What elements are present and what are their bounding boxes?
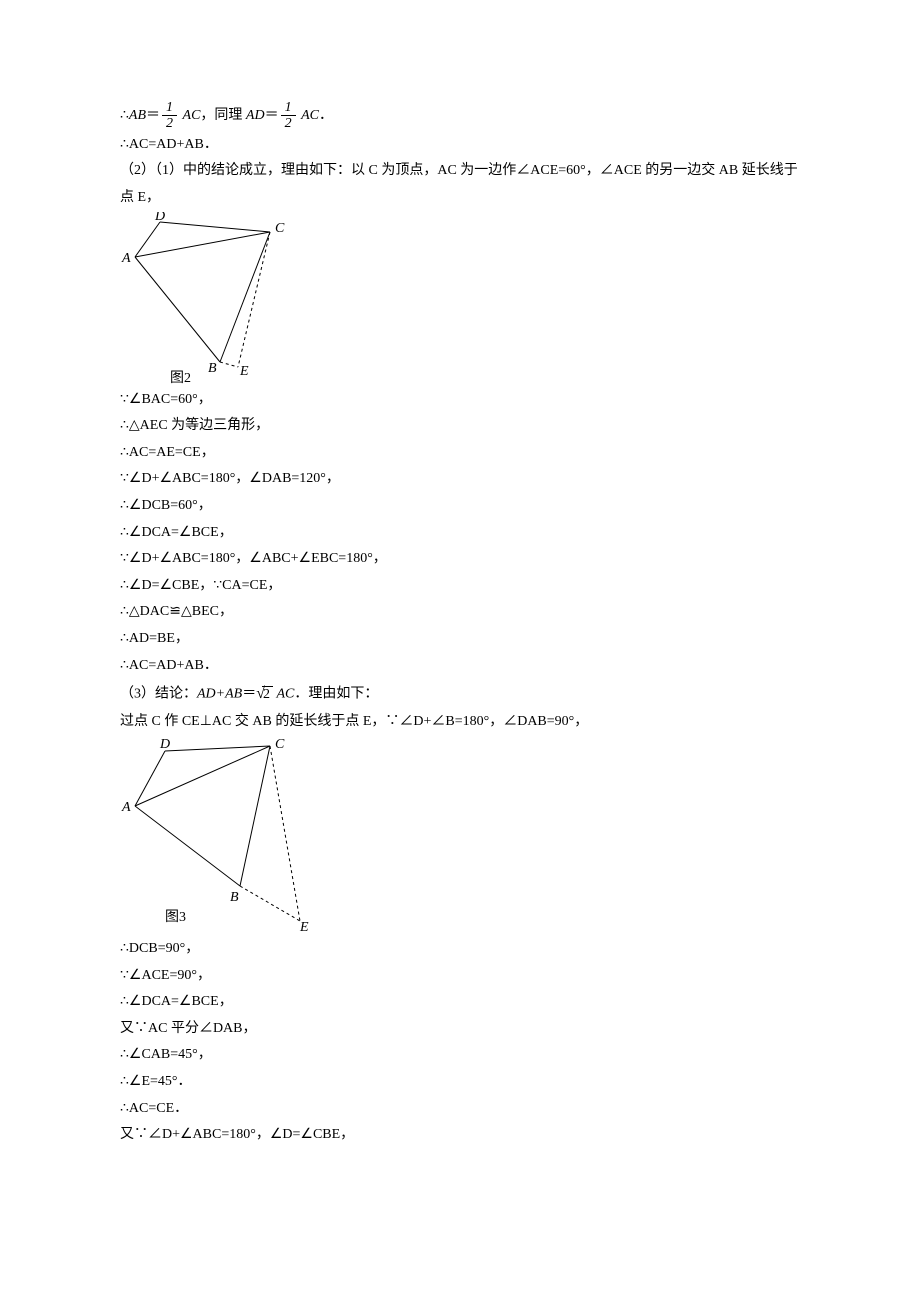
line-10: ∵∠D+∠ABC=180°，∠ABC+∠EBC=180°， (120, 546, 800, 573)
eq: ＝ (242, 687, 256, 702)
fig3-polyline-DA (135, 751, 165, 806)
text-reason: ．理由如下： (294, 687, 378, 702)
text-part3: （3）结论： (120, 687, 197, 702)
numerator: 1 (281, 100, 296, 116)
line-17: ∴DCB=90°， (120, 936, 800, 963)
fig3-caption: 图3 (165, 910, 186, 925)
line-5: ∴△AEC 为等边三角形， (120, 413, 800, 440)
fraction-half-1: 12 (162, 100, 177, 132)
fig3-polyline-CB (240, 746, 270, 886)
fig2-label-A: A (121, 251, 131, 266)
line-1: ∴AB＝12 AC，同理 AD＝12 AC． (120, 100, 800, 132)
line-12: ∴△DAC≌△BEC， (120, 599, 800, 626)
line-15: （3）结论：AD+AB＝√2 AC．理由如下： (120, 679, 800, 709)
figure-3: D C A B E 图3 (120, 736, 330, 936)
var-ad: AD (246, 108, 265, 123)
line-23: ∴AC=CE． (120, 1096, 800, 1123)
line-18: ∵∠ACE=90°， (120, 963, 800, 990)
var-ac: AC (183, 108, 201, 123)
figure-2: D C A B E 图2 (120, 212, 300, 387)
text-similarly: ，同理 (200, 108, 246, 123)
fig2-polyline-CB (220, 232, 270, 362)
therefore: ∴ (120, 108, 129, 123)
fig2-polyline-BE (220, 362, 238, 367)
fig3-polyline-AB (135, 806, 240, 886)
line-7: ∵∠D+∠ABC=180°，∠DAB=120°， (120, 466, 800, 493)
var-ab: AB (129, 108, 146, 123)
line-3: （2）（1）中的结论成立，理由如下：以 C 为顶点，AC 为一边作∠ACE=60… (120, 158, 800, 211)
fig3-label-E: E (299, 920, 309, 935)
period: ． (319, 108, 333, 123)
fig3-label-C: C (275, 737, 285, 752)
line-9: ∴∠DCA=∠BCE， (120, 520, 800, 547)
line-11: ∴∠D=∠CBE，∵CA=CE， (120, 573, 800, 600)
denominator: 2 (281, 116, 296, 131)
line-16: 过点 C 作 CE⊥AC 交 AB 的延长线于点 E，∵∠D+∠B=180°，∠… (120, 709, 800, 736)
line-13: ∴AD=BE， (120, 626, 800, 653)
fig2-polyline-CE (238, 232, 270, 367)
fig3-polyline-BE (240, 886, 300, 921)
line-14: ∴AC=AD+AB． (120, 653, 800, 680)
line-22: ∴∠E=45°． (120, 1069, 800, 1096)
fig3-polyline-CE (270, 746, 300, 921)
line-24: 又∵∠D+∠ABC=180°，∠D=∠CBE， (120, 1122, 800, 1149)
var-adab: AD+AB (197, 687, 242, 702)
fig3-polyline-AC (135, 746, 270, 806)
fig2-label-C: C (275, 221, 285, 236)
fig2-polyline-AC (135, 232, 270, 257)
line-8: ∴∠DCB=60°， (120, 493, 800, 520)
var-ac: AC (277, 687, 295, 702)
radicand: 2 (262, 686, 273, 702)
line-4: ∵∠BAC=60°， (120, 387, 800, 414)
eq: ＝ (146, 108, 160, 123)
sqrt-2: √2 (256, 679, 273, 709)
fig2-polyline-DC (160, 222, 270, 232)
numerator: 1 (162, 100, 177, 116)
fraction-half-2: 12 (281, 100, 296, 132)
fig2-caption: 图2 (170, 371, 191, 386)
line-2: ∴AC=AD+AB． (120, 132, 800, 159)
page: ∴AB＝12 AC，同理 AD＝12 AC． ∴AC=AD+AB． （2）（1）… (0, 0, 920, 1302)
var-ac: AC (301, 108, 319, 123)
fig2-label-B: B (208, 361, 217, 376)
line-20: 又∵AC 平分∠DAB， (120, 1016, 800, 1043)
fig3-label-A: A (121, 800, 131, 815)
fig3-polyline-DC (165, 746, 270, 751)
fig2-polyline-DA (135, 222, 160, 257)
eq: ＝ (265, 108, 279, 123)
fig2-label-D: D (154, 212, 165, 224)
line-21: ∴∠CAB=45°， (120, 1042, 800, 1069)
line-19: ∴∠DCA=∠BCE， (120, 989, 800, 1016)
denominator: 2 (162, 116, 177, 131)
fig2-label-E: E (239, 364, 249, 379)
fig3-label-D: D (159, 737, 170, 752)
line-6: ∴AC=AE=CE， (120, 440, 800, 467)
fig2-polyline-AB (135, 257, 220, 362)
fig3-label-B: B (230, 890, 239, 905)
